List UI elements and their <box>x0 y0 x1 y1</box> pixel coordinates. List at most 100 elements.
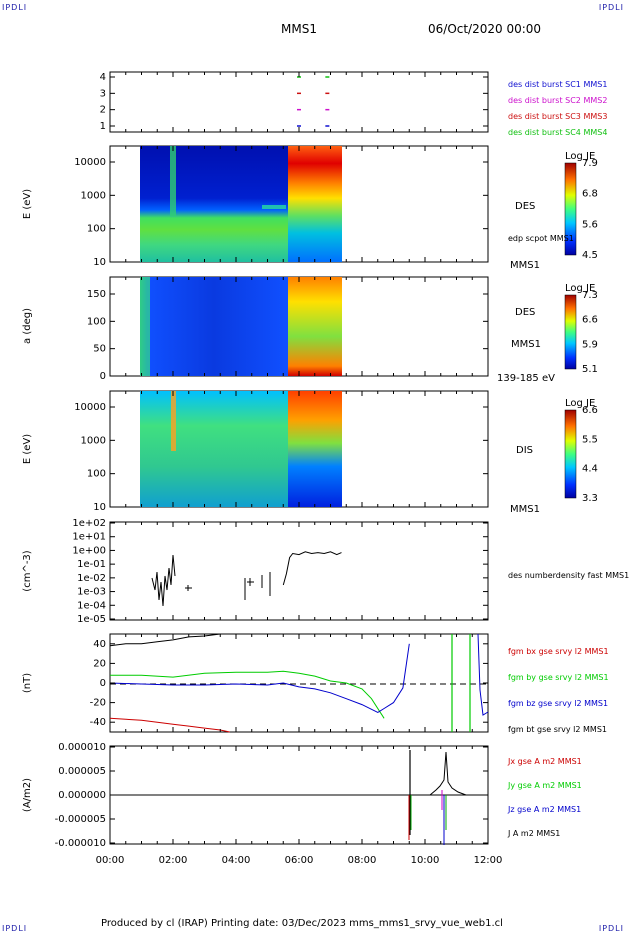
y-tick-label: 150 <box>87 289 106 300</box>
panel-side-labels: DES edp scpot MMS1 MMS1 DES MMS1 139-185 eV DI… <box>497 201 574 515</box>
des-energy-colorbar-ticks: Log JE7.9 6.8 5.6 4.5 <box>565 151 598 261</box>
magnetic-field-y-ticks: 40 20 0 -20 -40 <box>90 639 488 728</box>
colorbar-tick-label: 4.5 <box>582 250 598 261</box>
current-density-y-ticks: 0.000010 0.000005 0.000000 -0.000005 -0.0000… <box>55 742 488 849</box>
x-tick-label: 10:00 <box>411 855 440 866</box>
x-tick-label: 02:00 <box>159 855 188 866</box>
colorbar-title: Log JE <box>565 398 595 409</box>
legend-entry: fgm bz gse srvy l2 MMS1 <box>508 699 608 708</box>
y-tick-label: 1e-04 <box>77 600 106 611</box>
colorbar-tick-label: 7.9 <box>582 158 598 169</box>
dis-energy-y-ticks: 10000 1000 100 10 <box>74 402 488 513</box>
x-tick-label: 12:00 <box>474 855 503 866</box>
y-tick-label: 10 <box>93 257 106 268</box>
y-tick-label: 3 <box>100 88 106 99</box>
magnetic-field-series-line <box>109 633 221 647</box>
burst-legend: des dist burst SC1 MMS1 des dist burst SC… <box>508 80 607 137</box>
y-tick-label: 100 <box>87 469 106 480</box>
magnetic-field-series-line <box>109 717 230 733</box>
panel-label: DIS <box>516 445 533 456</box>
x-tick-label: 04:00 <box>222 855 251 866</box>
corner-label-br: IPDLI <box>598 924 624 933</box>
y-tick-label: -20 <box>90 698 106 709</box>
y-tick-label: 10000 <box>74 157 106 168</box>
y-tick-label: 4 <box>100 72 106 83</box>
y-tick-label: -40 <box>90 717 106 728</box>
legend-entry: Jz gse A m2 MMS1 <box>507 805 581 814</box>
y-tick-label: 50 <box>93 344 106 355</box>
colorbar-tick-label: 7.3 <box>582 290 598 301</box>
des-pitch-spectrogram-hot <box>288 277 342 376</box>
colorbar-title: Log JE <box>565 151 595 162</box>
dis-energy-colorbar <box>564 409 577 499</box>
des-pitch-start-band <box>140 277 150 376</box>
colorbar-tick-label: 5.6 <box>582 219 598 230</box>
magnetic-field-frame <box>109 633 489 733</box>
y-tick-label: 0 <box>100 371 106 382</box>
magnetic-field-series-line <box>110 670 385 719</box>
footer-text: Produced by cl (IRAP) Printing date: 03/… <box>101 918 503 929</box>
density-panel: 1e+02 1e+01 1e+00 1e-01 1e-02 1e-03 1e-04 1e-05… <box>72 518 629 625</box>
density-frame <box>109 521 489 621</box>
panel-bottom-label: MMS1 <box>510 260 540 271</box>
dis-energy-colorbar-ticks: Log JE6.6 5.5 4.4 3.3 <box>565 398 598 504</box>
y-tick-label: 1e+00 <box>72 545 106 556</box>
y-tick-label: 100 <box>87 316 106 327</box>
panel-sublabel: MMS1 <box>511 339 541 350</box>
panel-sublabel: edp scpot MMS1 <box>508 234 574 243</box>
datetime-title: 06/Oct/2020 00:00 <box>428 22 542 36</box>
density-y-ticks: 1e+02 1e+01 1e+00 1e-01 1e-02 1e-03 1e-04 1e-05 <box>72 518 488 625</box>
y-tick-label: 0.000000 <box>58 790 106 801</box>
legend-entry: des dist burst SC3 MMS3 <box>508 112 607 121</box>
legend-entry: Jx gse A m2 MMS1 <box>507 757 582 766</box>
corner-label-tl: IPDLI <box>2 3 28 12</box>
y-tick-label: 0 <box>100 678 106 689</box>
magnetic-field-panel: 40 20 0 -20 -40 fgm bx gse srvy l2 MMS1 fgm b… <box>90 633 609 734</box>
legend-entry: Jy gse A m2 MMS1 <box>507 781 582 790</box>
colorbar-tick-label: 4.4 <box>582 464 598 475</box>
y-tick-label: 100 <box>87 224 106 235</box>
panel-label: DES <box>515 307 535 318</box>
density-series-line <box>282 551 342 586</box>
dis-energy-panel: 10000 1000 100 10 Log JE6.6 5.5 4.4 3.3 <box>74 390 598 513</box>
y-tick-label: -0.000005 <box>55 814 106 825</box>
panel-bottom-label: MMS1 <box>510 504 540 515</box>
y-axis-label: (A/m2) <box>22 778 33 812</box>
magnetic-field-series-line <box>109 643 410 713</box>
y-tick-label: 10000 <box>74 402 106 413</box>
dis-energy-spectrogram-cold <box>140 391 288 507</box>
y-axis-label: (nT) <box>22 673 33 693</box>
dis-energy-spectrogram-hot <box>288 391 342 507</box>
y-tick-label: 20 <box>93 658 106 669</box>
legend-entry: des dist burst SC1 MMS1 <box>508 80 607 89</box>
legend-entry: J A m2 MMS1 <box>507 829 560 838</box>
y-tick-label: 40 <box>93 639 106 650</box>
time-axis-ticks: 00:00 02:00 04:00 06:00 08:00 10:00 12:00 <box>96 72 503 866</box>
y-tick-label: 1e-05 <box>77 614 106 625</box>
y-tick-label: 1e-03 <box>77 587 106 598</box>
y-axis-labels: E (eV) a (deg) E (eV) (cm^-3) (nT) (A/m2) <box>22 189 33 812</box>
y-tick-label: 10 <box>93 502 106 513</box>
y-axis-label: E (eV) <box>22 189 33 219</box>
legend-entry: fgm by gse srvy l2 MMS1 <box>508 673 609 682</box>
des-pitch-colorbar-ticks: Log JE7.3 6.6 5.9 5.1 <box>565 283 598 375</box>
mission-title: MMS1 <box>281 22 317 36</box>
dis-energy-spike <box>171 391 176 451</box>
y-tick-label: 2 <box>100 105 106 116</box>
y-tick-label: 1000 <box>81 190 106 201</box>
y-tick-label: 1e-01 <box>77 559 106 570</box>
y-tick-label: -0.000010 <box>55 838 106 849</box>
burst-panel-frame <box>109 71 489 133</box>
colorbar-tick-label: 6.8 <box>582 189 598 200</box>
panel-bottom-label: 139-185 eV <box>497 373 555 384</box>
legend-entry: fgm bx gse srvy l2 MMS1 <box>508 647 609 656</box>
y-axis-label: E (eV) <box>22 434 33 464</box>
legend-entry: fgm bt gse srvy l2 MMS1 <box>508 725 607 734</box>
x-tick-label: 00:00 <box>96 855 125 866</box>
des-energy-panel: 10000 1000 100 10 Log JE7.9 6.8 5.6 4.5 <box>74 145 598 268</box>
y-axis-label: (cm^-3) <box>22 550 33 591</box>
des-pitch-spectrogram-cold <box>140 277 288 376</box>
des-energy-colorbar <box>564 162 577 256</box>
